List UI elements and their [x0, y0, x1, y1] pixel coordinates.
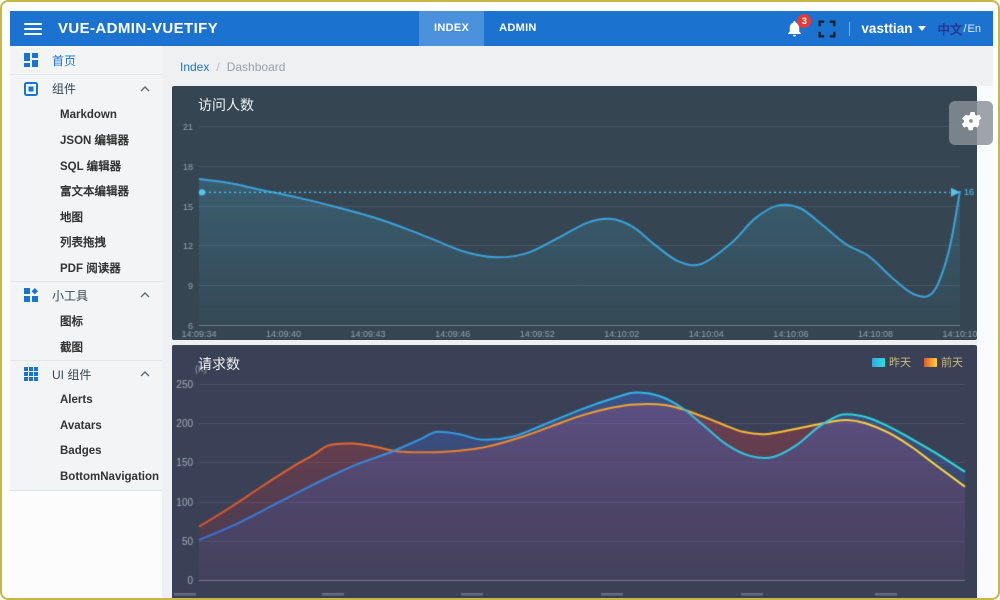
gear-icon: [960, 110, 982, 137]
chart-settings-button[interactable]: [949, 101, 993, 145]
apps-icon: [24, 367, 38, 381]
dashboard-icon: [24, 53, 38, 67]
requests-chart-card: 请求数 昨天 前天: [172, 345, 977, 598]
visitors-chart-title: 访问人数: [198, 97, 254, 113]
menu-toggle-button[interactable]: [24, 22, 42, 35]
sidebar-item-2-0[interactable]: 图标: [60, 316, 83, 329]
sidebar-item-2-1[interactable]: 截图: [60, 341, 83, 354]
user-menu[interactable]: vasttian: [861, 21, 927, 36]
sidebar-section-1[interactable]: 组件: [10, 74, 162, 102]
sidebar-item-1-1[interactable]: JSON 编辑器: [60, 135, 130, 148]
header-actions: 3 vasttian 中文 / En: [785, 11, 981, 46]
chart-legend: 昨天 前天: [872, 354, 963, 370]
requests-chart-title: 请求数: [198, 356, 240, 372]
fullscreen-icon: [816, 19, 838, 44]
chevron-up-icon: [140, 85, 150, 92]
sidebar-section-2[interactable]: 小工具: [10, 280, 162, 309]
app-title: VUE-ADMIN-VUETIFY: [58, 20, 219, 37]
username: vasttian: [861, 21, 913, 36]
legend-item-0[interactable]: 昨天: [872, 354, 911, 370]
sidebar-section-3[interactable]: UI 组件: [10, 359, 162, 388]
notification-badge: 3: [797, 13, 812, 28]
sidebar-item-3-1[interactable]: Avatars: [60, 419, 102, 432]
sidebar-item-3-2[interactable]: Badges: [60, 445, 102, 458]
requests-chart: [172, 345, 977, 598]
tab-index[interactable]: INDEX: [419, 11, 485, 46]
legend-swatch-icon: [924, 357, 937, 367]
breadcrumb: Index / Dashboard: [180, 60, 286, 74]
visitors-chart-card: 访问人数: [172, 86, 977, 340]
sidebar-item-3-3[interactable]: BottomNavigation: [60, 470, 160, 483]
components-icon: [24, 81, 38, 96]
widgets-icon: [24, 288, 38, 302]
visitors-chart: [172, 86, 977, 340]
sidebar-item-1-6[interactable]: PDF 阅读器: [60, 262, 121, 275]
app-header: VUE-ADMIN-VUETIFY INDEX ADMIN 3 vasttian…: [10, 11, 993, 46]
sidebar: 首页 组件 Markdown JSON 编辑器 SQL 编辑器 富文本编辑器 地图列表拖拽 P…: [10, 46, 162, 491]
fullscreen-button[interactable]: [816, 18, 838, 40]
sidebar-section-0[interactable]: 首页: [10, 46, 162, 74]
right-margin: [977, 86, 993, 598]
breadcrumb-dashboard: Dashboard: [226, 60, 286, 74]
sidebar-item-3-0[interactable]: Alerts: [60, 394, 93, 407]
sidebar-item-1-0[interactable]: Markdown: [60, 108, 117, 121]
lang-en[interactable]: En: [967, 22, 981, 35]
legend-swatch-icon: [872, 357, 885, 367]
caret-down-icon: [918, 26, 927, 31]
header-tabs: INDEX ADMIN: [419, 11, 552, 46]
divider: [849, 21, 851, 36]
sidebar-item-1-3[interactable]: 富文本编辑器: [60, 186, 129, 199]
chevron-up-icon: [140, 371, 150, 377]
sidebar-empty-area: [10, 491, 162, 598]
sidebar-item-1-5[interactable]: 列表拖拽: [60, 237, 106, 250]
legend-item-1[interactable]: 前天: [924, 354, 963, 370]
lang-zh[interactable]: 中文: [937, 23, 963, 37]
notifications-button[interactable]: 3: [785, 13, 812, 39]
tab-admin[interactable]: ADMIN: [499, 22, 537, 34]
breadcrumb-index[interactable]: Index: [180, 60, 210, 74]
sidebar-item-1-2[interactable]: SQL 编辑器: [60, 160, 122, 173]
language-switcher[interactable]: 中文 / En: [937, 19, 981, 38]
chevron-up-icon: [140, 292, 150, 298]
sidebar-item-1-4[interactable]: 地图: [60, 211, 83, 224]
